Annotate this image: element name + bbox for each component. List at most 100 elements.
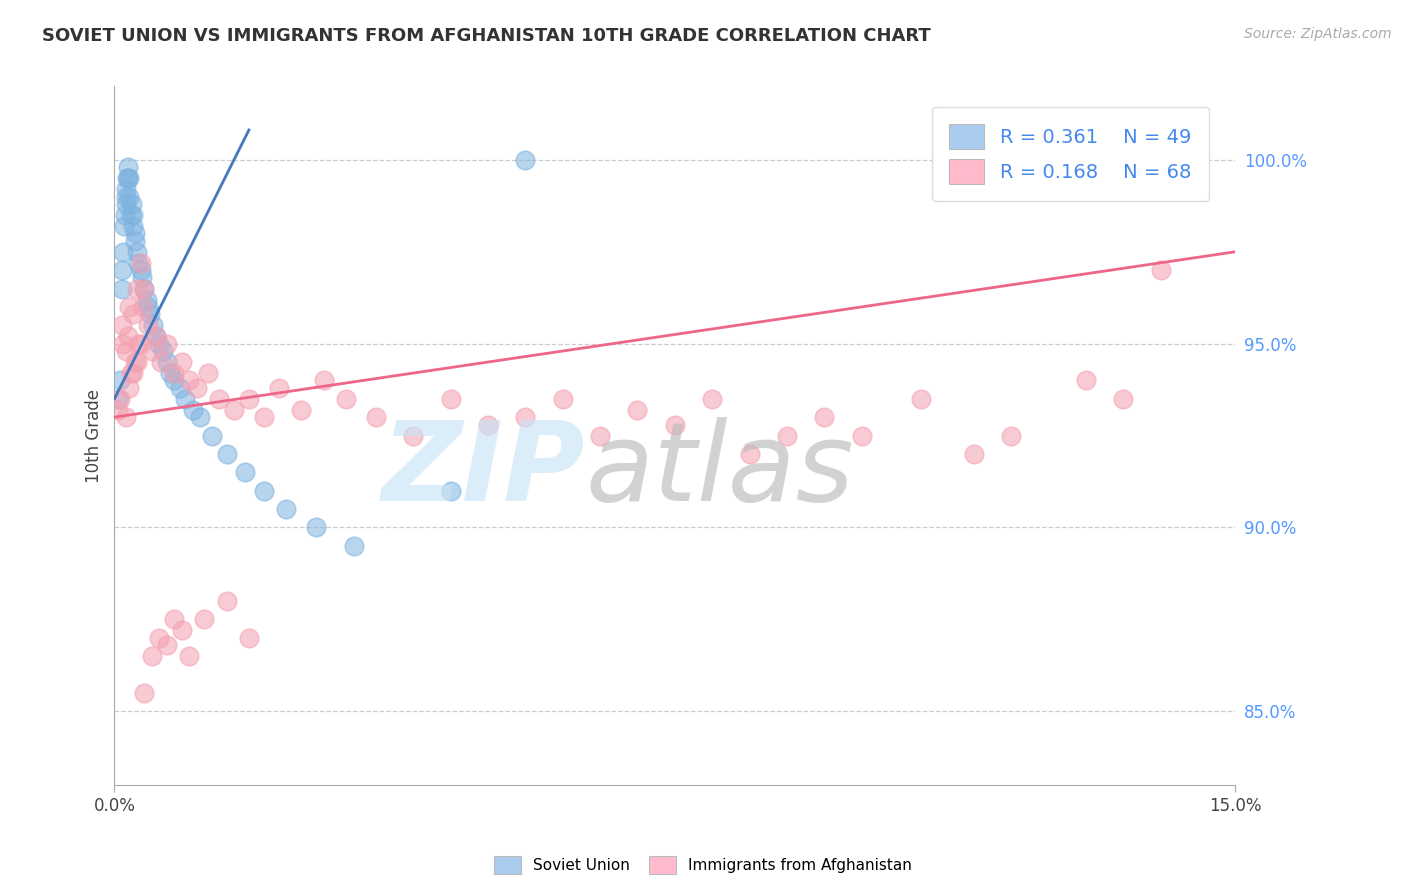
Point: [188, 410, 211, 425]
Point: [163, 366, 186, 380]
Point: [127, 336, 149, 351]
Point: [127, 256, 149, 270]
Point: [238, 631, 260, 645]
Point: [117, 171, 139, 186]
Point: [148, 336, 170, 351]
Point: [125, 244, 148, 259]
Point: [107, 402, 129, 417]
Point: [120, 208, 142, 222]
Point: [253, 410, 276, 425]
Point: [110, 373, 132, 387]
Point: [134, 281, 156, 295]
Point: [156, 336, 179, 351]
Point: [111, 281, 134, 295]
Point: [124, 355, 146, 369]
Point: [122, 219, 145, 233]
Point: [118, 300, 141, 314]
Point: [179, 649, 201, 664]
Point: [1074, 373, 1097, 387]
Point: [963, 447, 986, 461]
Point: [124, 234, 146, 248]
Point: [149, 355, 172, 369]
Point: [134, 686, 156, 700]
Point: [664, 417, 686, 432]
Point: [551, 392, 574, 406]
Legend: Soviet Union, Immigrants from Afghanistan: Soviet Union, Immigrants from Afghanista…: [488, 850, 918, 880]
Point: [122, 366, 145, 380]
Point: [118, 171, 141, 186]
Point: [163, 373, 186, 387]
Point: [136, 318, 159, 333]
Point: [114, 189, 136, 203]
Point: [118, 381, 141, 395]
Point: [107, 392, 129, 406]
Point: [515, 410, 537, 425]
Point: [626, 402, 648, 417]
Point: [132, 300, 155, 314]
Point: [174, 392, 197, 406]
Point: [276, 502, 298, 516]
Point: [141, 649, 163, 664]
Point: [142, 318, 165, 333]
Point: [215, 447, 238, 461]
Point: [515, 153, 537, 167]
Point: [129, 256, 152, 270]
Point: [193, 612, 215, 626]
Point: [197, 366, 219, 380]
Point: [115, 171, 138, 186]
Point: [114, 344, 136, 359]
Point: [215, 594, 238, 608]
Point: [702, 392, 724, 406]
Text: Source: ZipAtlas.com: Source: ZipAtlas.com: [1244, 27, 1392, 41]
Point: [169, 381, 191, 395]
Point: [440, 483, 463, 498]
Point: [305, 520, 328, 534]
Point: [122, 307, 145, 321]
Point: [1112, 392, 1135, 406]
Text: atlas: atlas: [585, 417, 853, 524]
Legend: R = 0.361    N = 49, R = 0.168    N = 68: R = 0.361 N = 49, R = 0.168 N = 68: [932, 106, 1209, 202]
Point: [312, 373, 335, 387]
Point: [186, 381, 208, 395]
Point: [120, 366, 142, 380]
Point: [267, 381, 290, 395]
Point: [1000, 428, 1022, 442]
Point: [238, 392, 260, 406]
Point: [179, 373, 201, 387]
Point: [121, 197, 143, 211]
Point: [129, 336, 152, 351]
Point: [181, 402, 204, 417]
Point: [125, 281, 148, 295]
Point: [440, 392, 463, 406]
Point: [122, 208, 145, 222]
Y-axis label: 10th Grade: 10th Grade: [86, 389, 103, 483]
Point: [118, 189, 141, 203]
Point: [110, 392, 132, 406]
Point: [776, 428, 799, 442]
Point: [152, 344, 174, 359]
Point: [342, 539, 364, 553]
Point: [117, 329, 139, 343]
Point: [136, 300, 159, 314]
Point: [114, 410, 136, 425]
Point: [589, 428, 612, 442]
Point: [125, 355, 148, 369]
Point: [111, 318, 134, 333]
Point: [111, 263, 134, 277]
Point: [851, 428, 873, 442]
Point: [145, 329, 167, 343]
Point: [910, 392, 932, 406]
Point: [129, 263, 152, 277]
Point: [402, 428, 425, 442]
Point: [159, 366, 181, 380]
Point: [112, 219, 135, 233]
Text: ZIP: ZIP: [381, 417, 585, 524]
Point: [170, 355, 193, 369]
Point: [170, 624, 193, 638]
Point: [738, 447, 761, 461]
Text: SOVIET UNION VS IMMIGRANTS FROM AFGHANISTAN 10TH GRADE CORRELATION CHART: SOVIET UNION VS IMMIGRANTS FROM AFGHANIS…: [42, 27, 931, 45]
Point: [156, 638, 179, 652]
Point: [208, 392, 231, 406]
Point: [222, 402, 245, 417]
Point: [145, 329, 167, 343]
